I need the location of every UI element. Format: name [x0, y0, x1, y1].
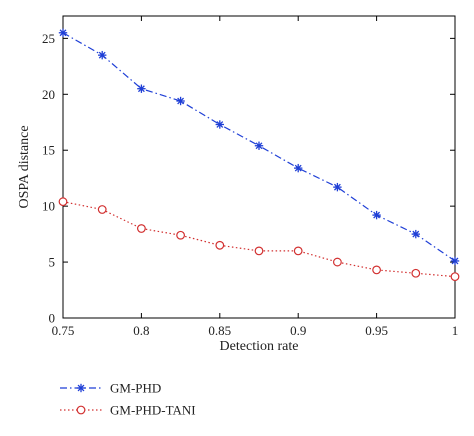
plot-frame	[62, 15, 456, 319]
data-point	[372, 265, 382, 275]
legend-item: GM-PHD-TANI	[60, 403, 196, 418]
y-tick-label: 5	[49, 255, 56, 270]
data-point	[215, 120, 224, 129]
x-tick-label: 0.75	[52, 323, 75, 338]
legend-marker	[76, 405, 86, 415]
x-tick-label: 0.8	[133, 323, 149, 338]
legend-label: GM-PHD	[110, 381, 161, 396]
data-point	[98, 50, 107, 60]
data-point	[411, 268, 421, 278]
data-point	[333, 182, 342, 192]
x-axis-label: Detection rate	[220, 339, 299, 354]
data-point	[97, 205, 107, 214]
y-tick-label: 15	[42, 143, 55, 158]
legend-marker	[76, 383, 86, 393]
series-line	[62, 201, 456, 278]
y-tick-label: 25	[42, 31, 55, 46]
data-point	[411, 229, 420, 239]
x-tick-label: 1	[452, 323, 459, 338]
data-point	[294, 163, 303, 173]
data-point	[176, 230, 186, 240]
data-point	[136, 224, 146, 233]
data-point	[254, 246, 264, 256]
data-point	[58, 28, 68, 37]
data-point	[450, 256, 460, 266]
series-gm-phd	[58, 28, 460, 266]
legend: GM-PHD GM-PHD-TANI	[60, 381, 196, 418]
x-tick-label: 0.95	[365, 323, 388, 338]
data-point	[450, 272, 460, 282]
y-axis-label: OSPA distance	[17, 125, 32, 208]
data-point	[137, 84, 146, 93]
y-tick-label: 0	[49, 311, 56, 326]
series-layer	[58, 28, 460, 282]
data-point	[293, 246, 303, 256]
data-point	[372, 210, 381, 220]
data-point	[215, 240, 225, 250]
legend-item: GM-PHD	[60, 381, 161, 396]
y-tick-label: 10	[42, 199, 55, 214]
data-point	[176, 96, 185, 106]
data-point	[58, 197, 68, 207]
data-point	[333, 257, 342, 267]
data-point	[254, 141, 264, 150]
x-tick-label: 0.85	[208, 323, 231, 338]
y-tick-label: 20	[42, 87, 55, 102]
legend-label: GM-PHD-TANI	[110, 403, 196, 418]
series-gm-phd-tani	[58, 197, 460, 282]
x-tick-label: 0.9	[290, 323, 306, 338]
